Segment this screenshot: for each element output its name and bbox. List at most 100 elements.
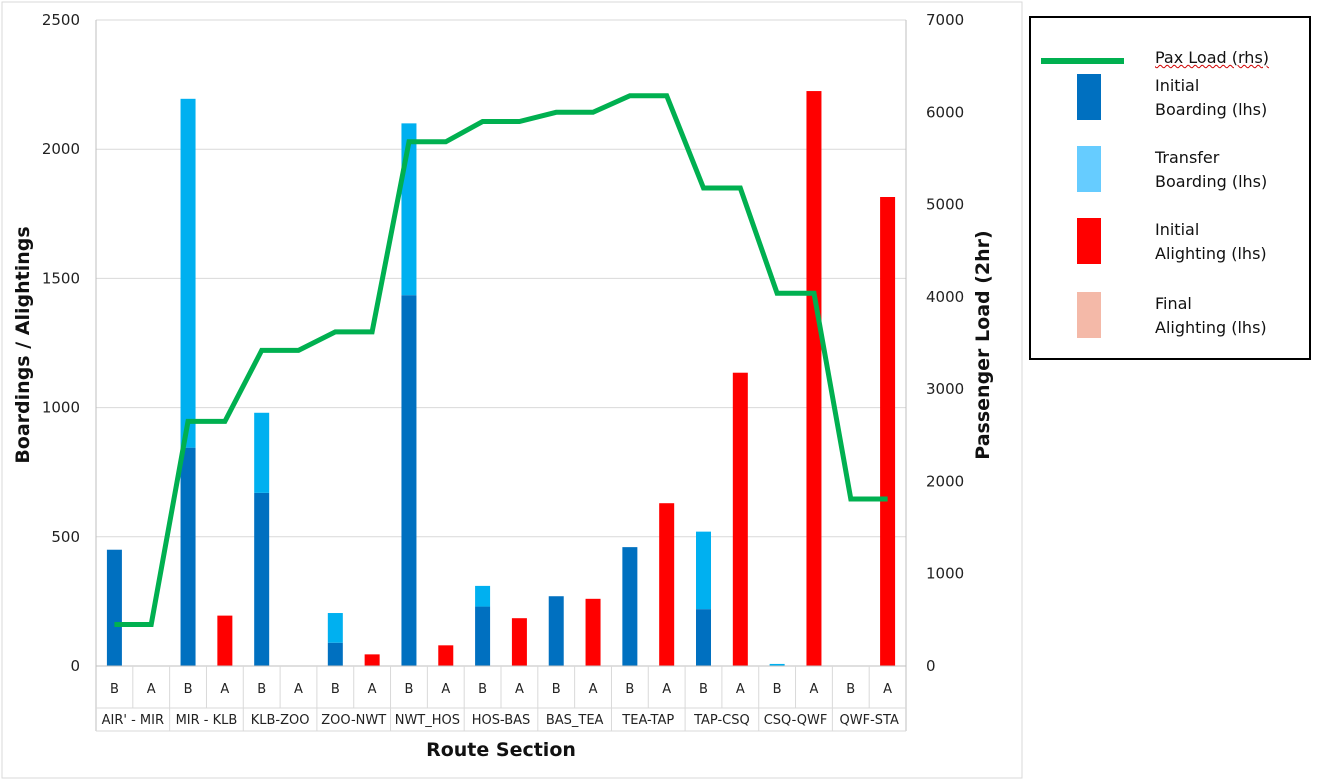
y-axis-title: Boardings / Alightings [12,226,34,463]
bar-segment [769,663,785,666]
legend-swatch-initial-alighting [1077,218,1101,264]
legend-item-transfer-boarding: Transfer Boarding (lhs) [1031,142,1309,192]
section-label: AIR' - MIR [102,713,164,728]
legend-label-line-2: Boarding (lhs) [1155,100,1268,119]
bar-segment [806,91,822,666]
section-label: QWF-STA [840,713,899,728]
legend-label-initial-alighting: Initial Alighting (lhs) [1155,218,1267,266]
bar-segment [659,503,675,666]
bar-segment [732,372,748,666]
legend-label-line-2: Alighting (lhs) [1155,318,1267,337]
legend: Pax Load (rhs) Initial Boarding (lhs) Tr… [1029,16,1311,360]
x-tick-label: A [220,682,229,697]
section-label: NWT_HOS [395,713,460,728]
y2-tick-label: 7000 [926,11,964,29]
bar-segment [254,492,270,666]
legend-label-line-1: Initial [1155,76,1200,95]
bar-segment [438,645,454,666]
x-tick-label: A [662,682,671,697]
legend-label-line-2: Boarding (lhs) [1155,172,1268,191]
bar-segment [180,98,196,448]
bar-segment [401,295,417,666]
legend-swatch-final-alighting [1077,292,1101,338]
x-tick-label: B [184,682,193,697]
y-tick-label: 0 [70,657,80,675]
y2-tick-label: 1000 [926,565,964,583]
legend-label-line-1: Initial [1155,220,1200,239]
legend-label-final-alighting: Final Alighting (lhs) [1155,292,1267,340]
x-tick-label: A [441,682,450,697]
bar-segment [622,547,638,666]
y2-axis-title: Passenger Load (2hr) [972,230,994,459]
bar-segment [585,598,601,666]
x-tick-label: B [478,682,487,697]
x-tick-label: B [552,682,561,697]
bar-segment [880,197,896,666]
x-tick-label: B [110,682,119,697]
pax-load-line [114,93,888,627]
y-tick-label: 500 [51,528,80,546]
legend-label-transfer-boarding: Transfer Boarding (lhs) [1155,146,1267,194]
bar-segment [217,615,233,666]
legend-swatch-initial-boarding [1077,74,1101,120]
legend-label-pax-load-text: Pax Load (rhs) [1155,48,1270,67]
section-label: TAP-CSQ [693,713,750,728]
bar-segment [696,609,711,666]
legend-swatch-transfer-boarding [1077,146,1101,192]
legend-label-initial-boarding: Initial Boarding (lhs) [1155,74,1267,122]
x-tick-label: A [883,682,892,697]
x-tick-label: A [736,682,745,697]
legend-item-pax-load: Pax Load (rhs) [1031,34,1309,74]
y-tick-label: 2000 [42,140,80,158]
section-label: ZOO-NWT [321,713,386,728]
x-tick-label: A [589,682,598,697]
legend-item-final-alighting: Final Alighting (lhs) [1031,288,1309,338]
y-tick-label: 2500 [42,11,80,29]
section-label: BAS_TEA [546,713,604,728]
bar-segment [548,596,564,666]
x-tick-label: B [331,682,340,697]
bars [106,91,896,666]
bar-segment [327,613,343,643]
axes [95,20,907,732]
y2-tick-label: 4000 [926,288,964,306]
x-axis-title: Route Section [426,739,576,761]
y-tick-label: 1500 [42,269,80,287]
legend-label-line-1: Final [1155,294,1192,313]
bar-segment [106,549,122,666]
bar-segment [364,654,380,666]
y2-tick-label: 5000 [926,196,964,214]
legend-swatch-pax-load [1041,58,1124,64]
bar-segment [180,447,196,666]
bar-segment [475,585,491,607]
x-tick-label: B [404,682,413,697]
x-tick-label: B [699,682,708,697]
y2-tick-label: 3000 [926,380,964,398]
y2-tick-label: 0 [926,657,936,675]
section-label: CSQ-QWF [764,713,828,728]
legend-label-pax-load: Pax Load (rhs) [1155,46,1269,70]
y2-tick-label: 2000 [926,472,964,490]
section-label: KLB-ZOO [251,713,310,728]
y-tick-label: 1000 [42,399,80,417]
legend-label-line-2: Alighting (lhs) [1155,244,1267,263]
x-tick-label: B [846,682,855,697]
section-label: HOS-BAS [472,713,531,728]
x-tick-label: A [515,682,524,697]
section-label: TEA-TAP [621,713,674,728]
x-tick-label: A [368,682,377,697]
x-tick-label: B [625,682,634,697]
bar-segment [475,606,491,666]
pax-load-series [114,93,888,627]
legend-item-initial-alighting: Initial Alighting (lhs) [1031,214,1309,264]
bar-segment [511,618,527,666]
bar-segment [696,531,711,610]
x-tick-label: B [773,682,782,697]
bar-segment [254,412,270,493]
x-tick-label: A [147,682,156,697]
axis-labels: 0 500 1000 1500 2000 2500 0 1000 2000 3000 4000 500… [12,11,994,761]
x-tick-label: B [257,682,266,697]
y2-tick-label: 6000 [926,103,964,121]
legend-label-line-1: Transfer [1155,148,1220,167]
